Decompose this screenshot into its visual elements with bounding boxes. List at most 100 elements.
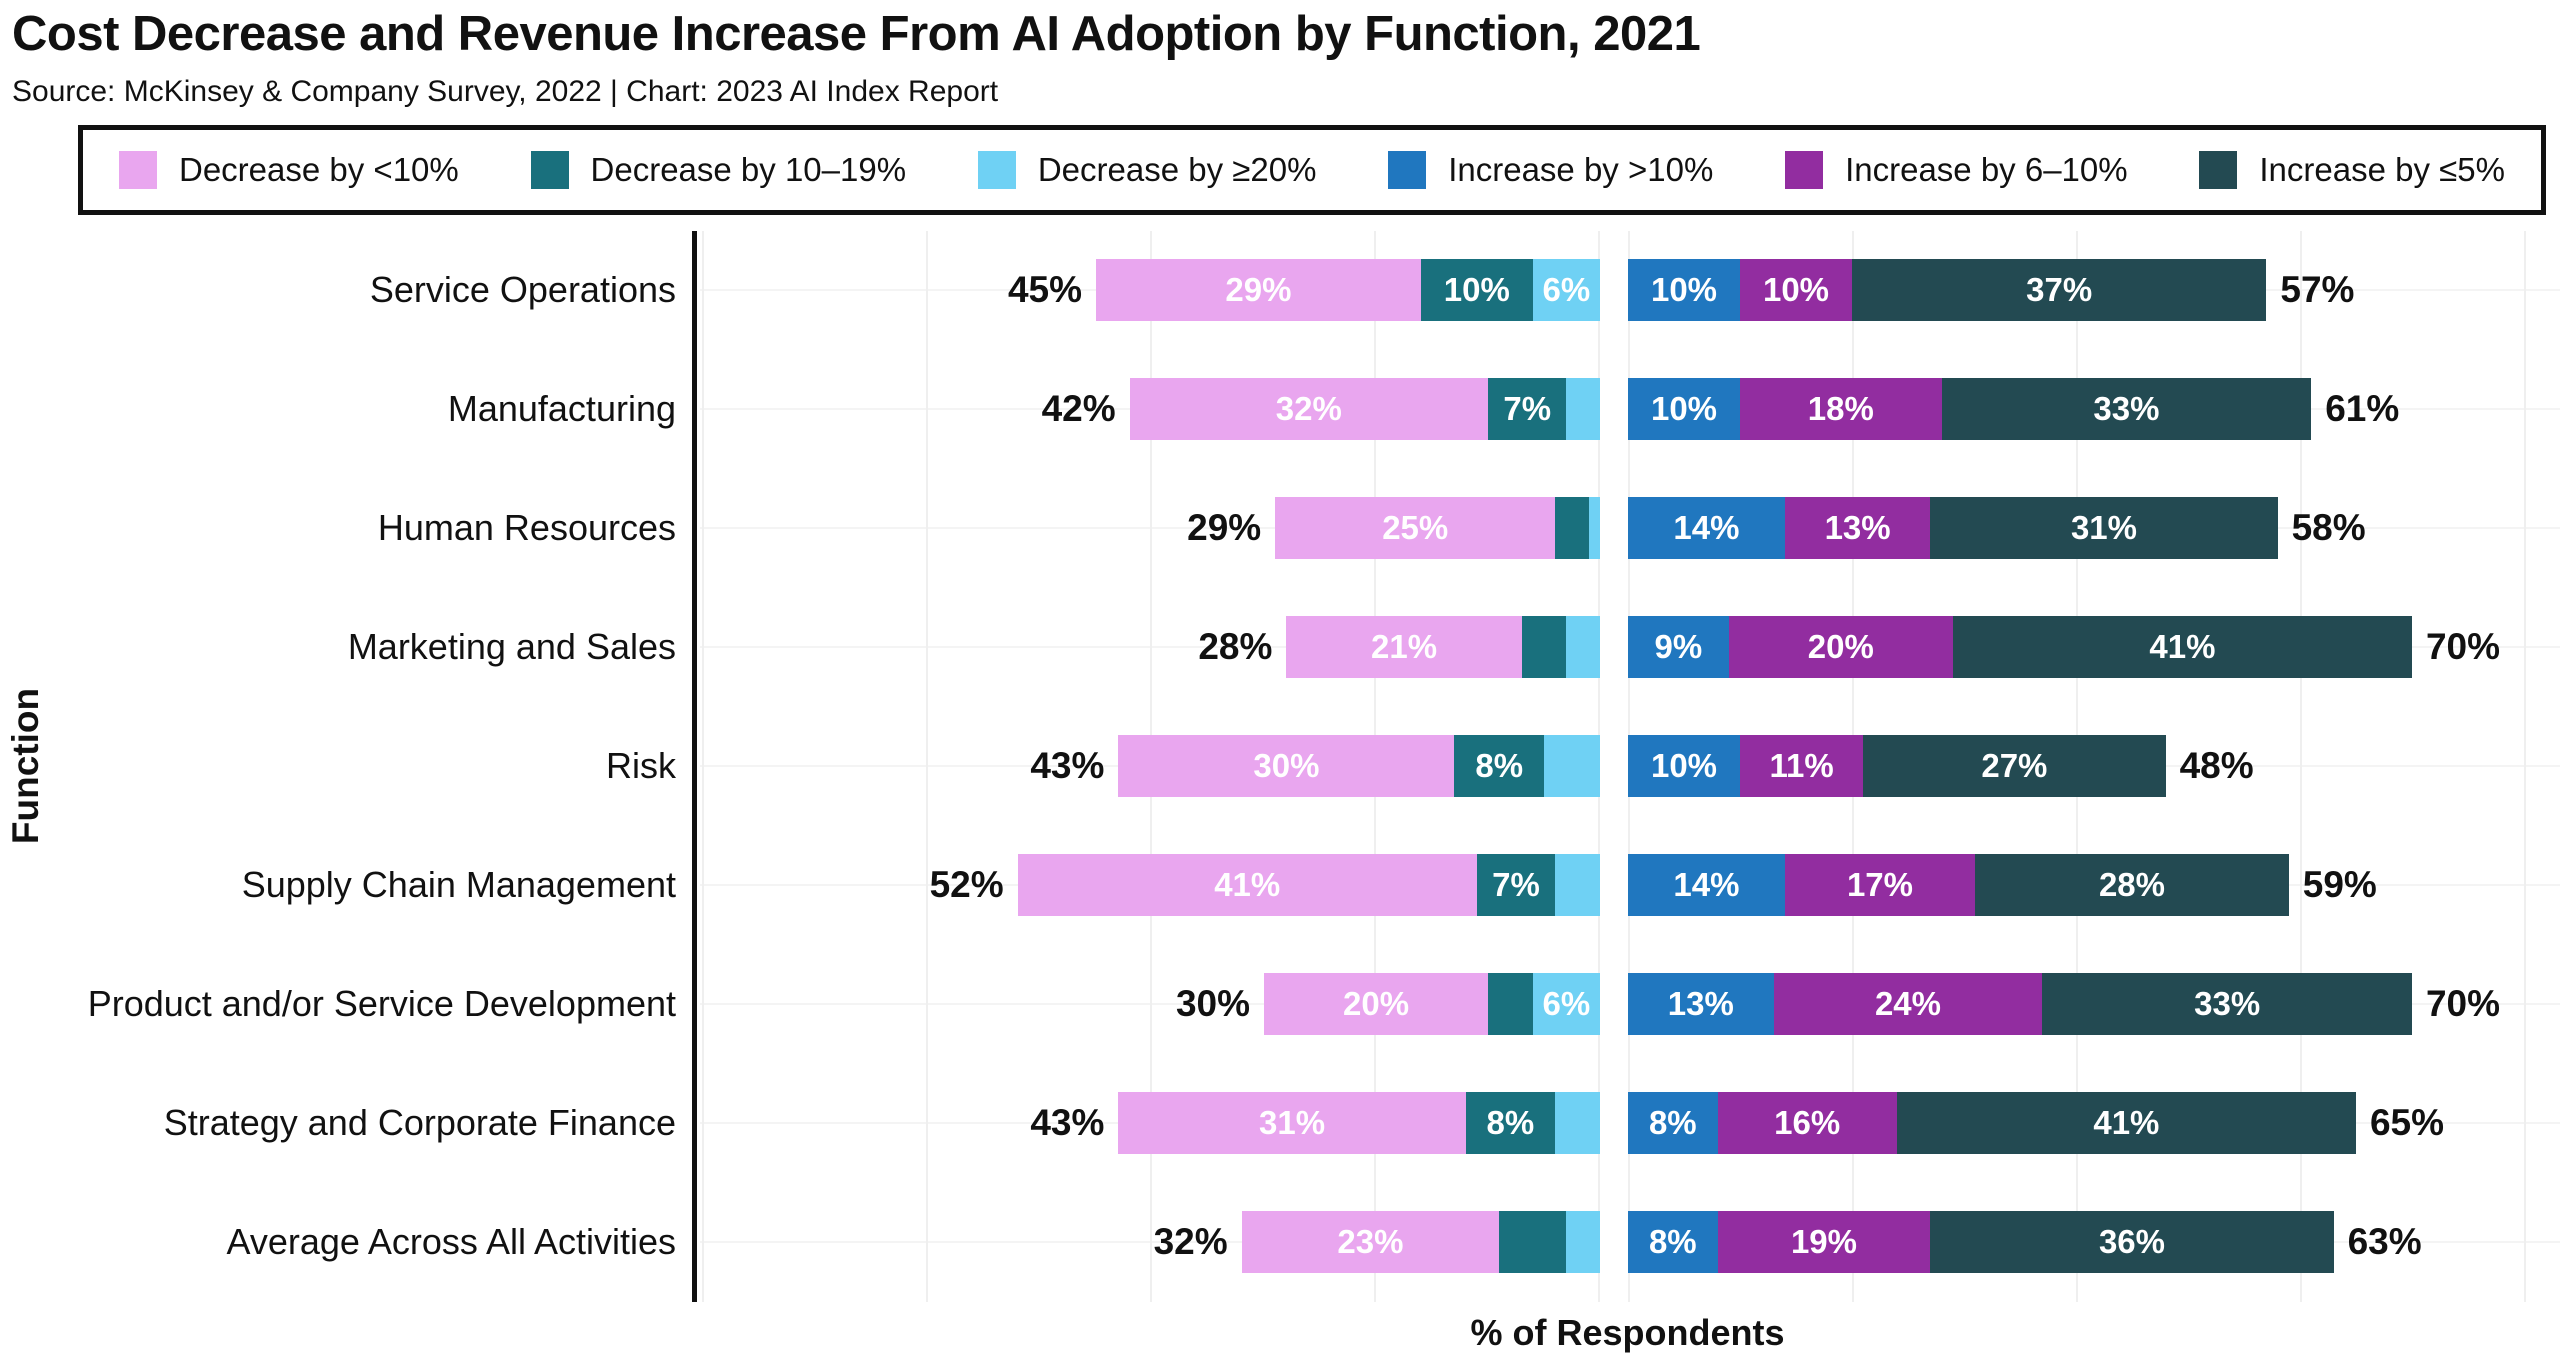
decrease-total-label: 43% — [1030, 745, 1105, 787]
legend-swatch-icon — [119, 150, 157, 189]
page-title: Cost Decrease and Revenue Increase From … — [12, 7, 1701, 61]
legend: Decrease by <10% Decrease by 10–19% Decrea… — [78, 124, 2546, 215]
bar-segment-label: 7% — [1492, 866, 1540, 904]
decrease-plot: 28% 21% — [692, 616, 1600, 679]
legend-label: Decrease by ≥20% — [1037, 150, 1317, 188]
category-label: Marketing and Sales — [347, 626, 676, 668]
bar-segment-decrease-10-19 — [1555, 497, 1589, 560]
chart-row: Strategy and Corporate Finance 43% 31% 8% 8%… — [0, 1064, 2560, 1183]
bar-segment-label: 8% — [1648, 1223, 1697, 1261]
decrease-plot: 45% 29% 10% 6% — [692, 259, 1600, 322]
legend-item: Increase by ≤5% — [2199, 150, 2505, 189]
increase-bar: 10% 18% 33% — [1628, 378, 2312, 441]
decrease-total-label: 32% — [1153, 1221, 1228, 1263]
bar-segment-label: 28% — [2098, 866, 2166, 904]
legend-label: Decrease by <10% — [179, 150, 459, 188]
bar-segment-increase-6-10: 13% — [1784, 497, 1931, 560]
bar-segment-increase-gt10: 9% — [1628, 616, 1729, 679]
bar-segment-label: 14% — [1673, 866, 1740, 904]
legend-label: Increase by ≤5% — [2259, 150, 2505, 188]
increase-bar: 14% 17% 28% — [1628, 854, 2289, 917]
bar-segment-label: 10% — [1443, 271, 1510, 309]
y-axis-line — [692, 230, 697, 1302]
category-label: Service Operations — [369, 269, 676, 311]
legend-label: Decrease by 10–19% — [590, 150, 907, 188]
increase-plot: 8% 19% 36% 63% — [1628, 1211, 2560, 1274]
increase-total-label: 58% — [2291, 507, 2366, 549]
bar-segment-label: 10% — [1650, 271, 1718, 309]
legend-item: Decrease by ≥20% — [977, 150, 1317, 189]
bar-segment-decrease-ge20: 6% — [1532, 973, 1600, 1036]
bar-segment-decrease-ge20 — [1588, 497, 1600, 560]
bar-segment-increase-le5: 27% — [1863, 735, 2166, 798]
decrease-bar: 41% 7% — [1017, 854, 1600, 917]
increase-plot: 14% 17% 28% 59% — [1628, 854, 2560, 917]
chart-row: Manufacturing 42% 32% 7% 10% 18% 33% 61% — [0, 350, 2560, 469]
decrease-total-label: 29% — [1187, 507, 1262, 549]
decrease-plot: 42% 32% 7% — [692, 378, 1600, 441]
bar-segment-increase-gt10: 13% — [1628, 973, 1774, 1036]
bar-segment-label: 37% — [2026, 271, 2093, 309]
category-label: Supply Chain Management — [241, 864, 676, 906]
bar-segment-label: 27% — [1981, 747, 2048, 785]
bar-segment-decrease-10-19 — [1488, 973, 1533, 1036]
bar-segment-decrease-ge20 — [1544, 735, 1600, 798]
bar-segment-decrease-ge20: 6% — [1532, 259, 1600, 322]
decrease-plot: 29% 25% — [692, 497, 1600, 560]
bar-segment-label: 6% — [1542, 271, 1591, 309]
bar-segment-increase-gt10: 10% — [1628, 259, 1740, 322]
bar-segment-decrease-lt10: 20% — [1264, 973, 1489, 1036]
bar-segment-increase-6-10: 16% — [1717, 1092, 1897, 1155]
bar-segment-label: 14% — [1673, 509, 1740, 547]
bar-rows: Service Operations 45% 29% 10% 6% 10% 10% 37% 57… — [0, 231, 2560, 1302]
legend-item: Decrease by <10% — [119, 150, 459, 189]
increase-total-label: 65% — [2369, 1102, 2445, 1144]
decrease-plot: 43% 31% 8% — [692, 1092, 1600, 1155]
increase-total-label: 63% — [2347, 1221, 2422, 1263]
bar-segment-decrease-lt10: 23% — [1241, 1211, 1500, 1274]
bar-segment-increase-6-10: 24% — [1773, 973, 2043, 1036]
category-label: Risk — [606, 745, 676, 787]
decrease-plot: 30% 20% 6% — [692, 973, 1600, 1036]
bar-segment-label: 31% — [1258, 1104, 1326, 1142]
increase-plot: 13% 24% 33% 70% — [1628, 973, 2560, 1036]
decrease-plot: 43% 30% 8% — [692, 735, 1600, 798]
bar-segment-decrease-lt10: 41% — [1017, 854, 1477, 917]
bar-segment-increase-6-10: 17% — [1784, 854, 1976, 917]
increase-bar: 13% 24% 33% — [1628, 973, 2412, 1036]
bar-segment-label: 20% — [1342, 985, 1410, 1023]
bar-segment-increase-le5: 41% — [1896, 1092, 2356, 1155]
bar-segment-label: 24% — [1874, 985, 1942, 1023]
legend-item: Increase by >10% — [1388, 150, 1713, 189]
increase-bar: 8% 16% 41% — [1628, 1092, 2356, 1155]
bar-segment-label: 10% — [1650, 747, 1718, 785]
bar-segment-decrease-10-19 — [1521, 616, 1567, 679]
decrease-bar: 20% 6% — [1264, 973, 1600, 1036]
category-label: Manufacturing — [447, 388, 676, 430]
bar-segment-label: 9% — [1654, 628, 1703, 666]
increase-total-label: 70% — [2425, 983, 2501, 1025]
bar-segment-label: 10% — [1650, 390, 1718, 428]
bar-segment-increase-6-10: 20% — [1728, 616, 1953, 679]
bar-segment-label: 29% — [1225, 271, 1292, 309]
decrease-bar: 29% 10% 6% — [1096, 259, 1600, 322]
bar-segment-label: 23% — [1337, 1223, 1404, 1261]
increase-bar: 8% 19% 36% — [1628, 1211, 2334, 1274]
chart-row: Marketing and Sales 28% 21% 9% 20% 41% 70% — [0, 588, 2560, 707]
decrease-bar: 32% 7% — [1129, 378, 1600, 441]
bar-segment-decrease-lt10: 29% — [1096, 259, 1421, 322]
legend-swatch-icon — [530, 150, 569, 189]
bar-segment-label: 11% — [1769, 747, 1834, 785]
chart: Function Service Operations 45% 29% 10% 6% 10… — [0, 230, 2560, 1302]
bar-segment-increase-le5: 33% — [2042, 973, 2412, 1036]
bar-segment-increase-le5: 37% — [1852, 259, 2267, 322]
bar-segment-label: 21% — [1370, 628, 1438, 666]
bar-segment-label: 13% — [1824, 509, 1891, 547]
bar-segment-increase-6-10: 19% — [1717, 1211, 1931, 1274]
bar-segment-increase-gt10: 14% — [1628, 497, 1785, 560]
legend-item: Decrease by 10–19% — [530, 150, 907, 189]
bar-segment-decrease-lt10: 25% — [1275, 497, 1556, 560]
bar-segment-decrease-ge20 — [1566, 378, 1600, 441]
bar-segment-label: 31% — [2070, 509, 2138, 547]
decrease-bar: 21% — [1286, 616, 1600, 679]
